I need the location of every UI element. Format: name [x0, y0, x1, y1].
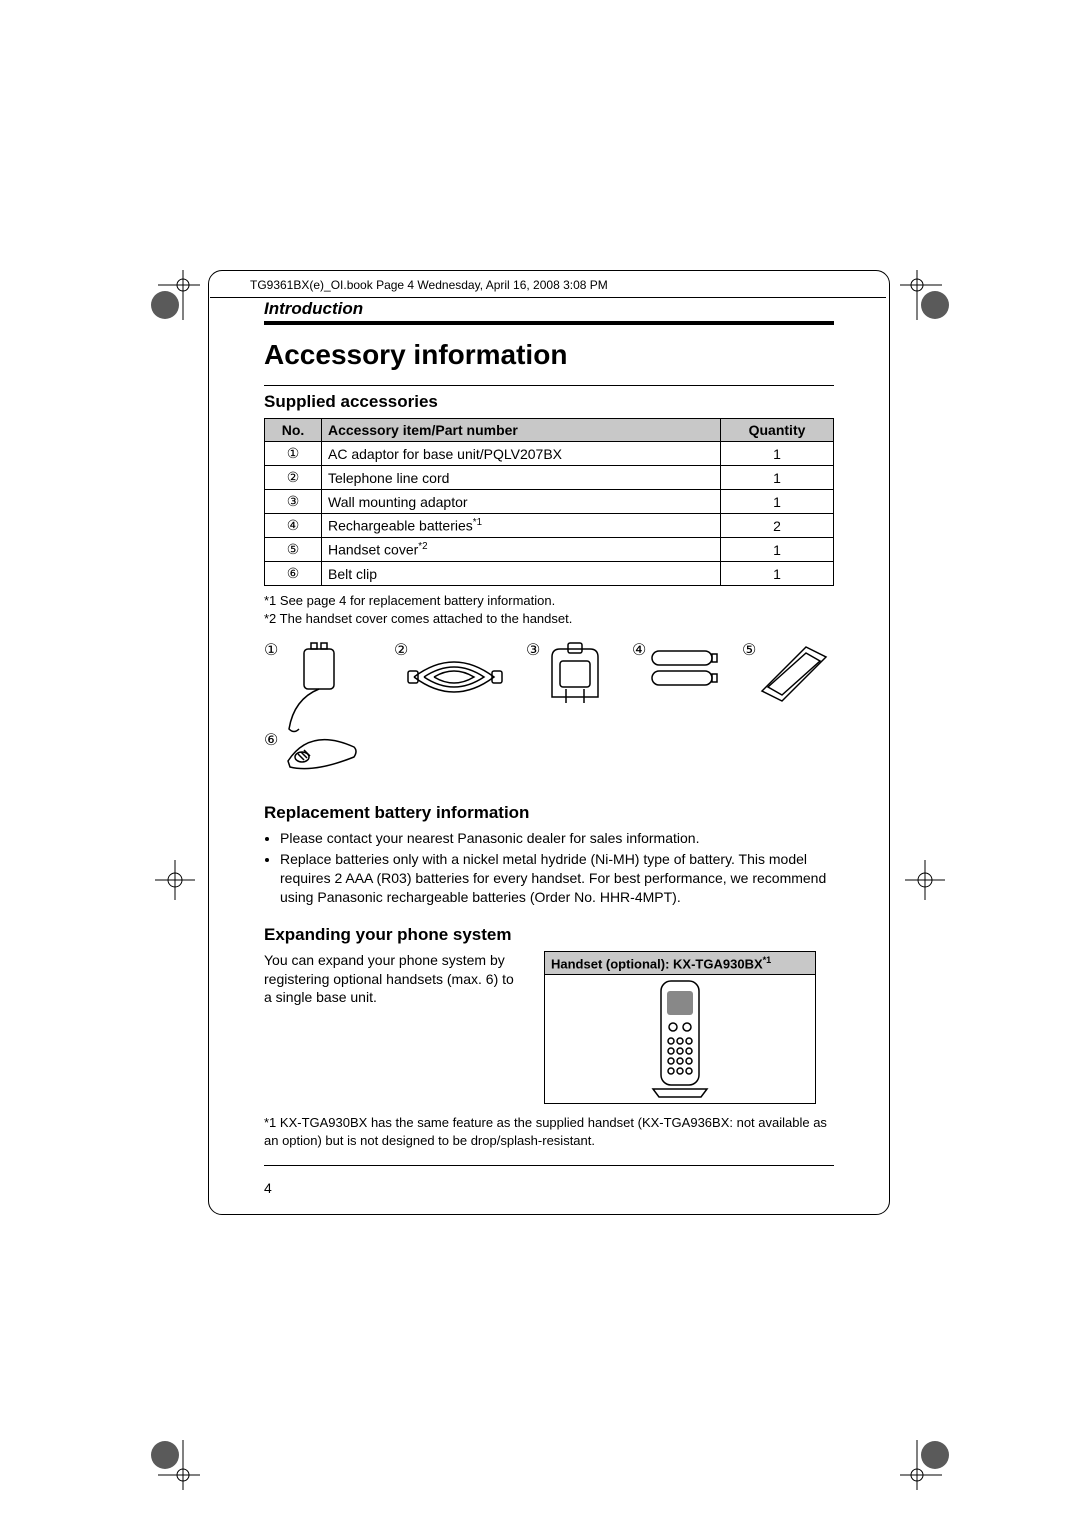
page-title: Accessory information [264, 339, 834, 371]
crop-frame: Introduction Accessory information Suppl… [208, 270, 890, 1215]
th-no: No. [265, 419, 322, 442]
svg-text:⑤: ⑤ [742, 642, 756, 659]
note-2: *2 The handset cover comes attached to t… [264, 610, 834, 628]
expand-footnote: *1 KX-TGA930BX has the same feature as t… [264, 1114, 834, 1149]
svg-text:②: ② [394, 642, 408, 659]
th-qty: Quantity [721, 419, 834, 442]
svg-text:④: ④ [632, 642, 646, 659]
handset-illustration [545, 975, 815, 1103]
th-item: Accessory item/Part number [322, 419, 721, 442]
expand-text: You can expand your phone system by regi… [264, 951, 524, 1104]
battery-heading: Replacement battery information [264, 803, 834, 823]
supplied-heading: Supplied accessories [264, 392, 834, 412]
table-row: ⑥Belt clip1 [265, 562, 834, 586]
expand-heading: Expanding your phone system [264, 925, 834, 945]
reg-mark-tr [900, 270, 950, 320]
handset-box: Handset (optional): KX-TGA930BX*1 [544, 951, 816, 1104]
accessories-table: No. Accessory item/Part number Quantity … [264, 418, 834, 586]
page-number: 4 [264, 1180, 834, 1196]
note-1: *1 See page 4 for replacement battery in… [264, 592, 834, 610]
handset-box-title: Handset (optional): KX-TGA930BX*1 [545, 952, 815, 975]
rule-thick-top [264, 321, 834, 325]
crosshair-right [905, 860, 945, 900]
table-row: ③Wall mounting adaptor1 [265, 490, 834, 514]
rule-thin-1 [264, 385, 834, 386]
svg-text:③: ③ [526, 642, 540, 659]
table-row: ⑤Handset cover*21 [265, 538, 834, 562]
battery-bullets: Please contact your nearest Panasonic de… [264, 829, 834, 907]
battery-bullet-1: Please contact your nearest Panasonic de… [280, 829, 834, 848]
reg-mark-br [900, 1440, 950, 1490]
table-row: ①AC adaptor for base unit/PQLV207BX1 [265, 442, 834, 466]
section-label: Introduction [264, 299, 834, 319]
reg-mark-bl [150, 1440, 200, 1490]
table-row: ④Rechargeable batteries*12 [265, 514, 834, 538]
svg-text:①: ① [264, 642, 278, 659]
table-row: ②Telephone line cord1 [265, 466, 834, 490]
reg-mark-tl [150, 270, 200, 320]
table-notes: *1 See page 4 for replacement battery in… [264, 592, 834, 627]
battery-bullet-2: Replace batteries only with a nickel met… [280, 850, 834, 907]
svg-text:⑥: ⑥ [264, 732, 278, 749]
rule-thin-bottom [264, 1165, 834, 1166]
accessory-illustrations: ① ② ③ [264, 637, 834, 797]
crosshair-left [155, 860, 195, 900]
